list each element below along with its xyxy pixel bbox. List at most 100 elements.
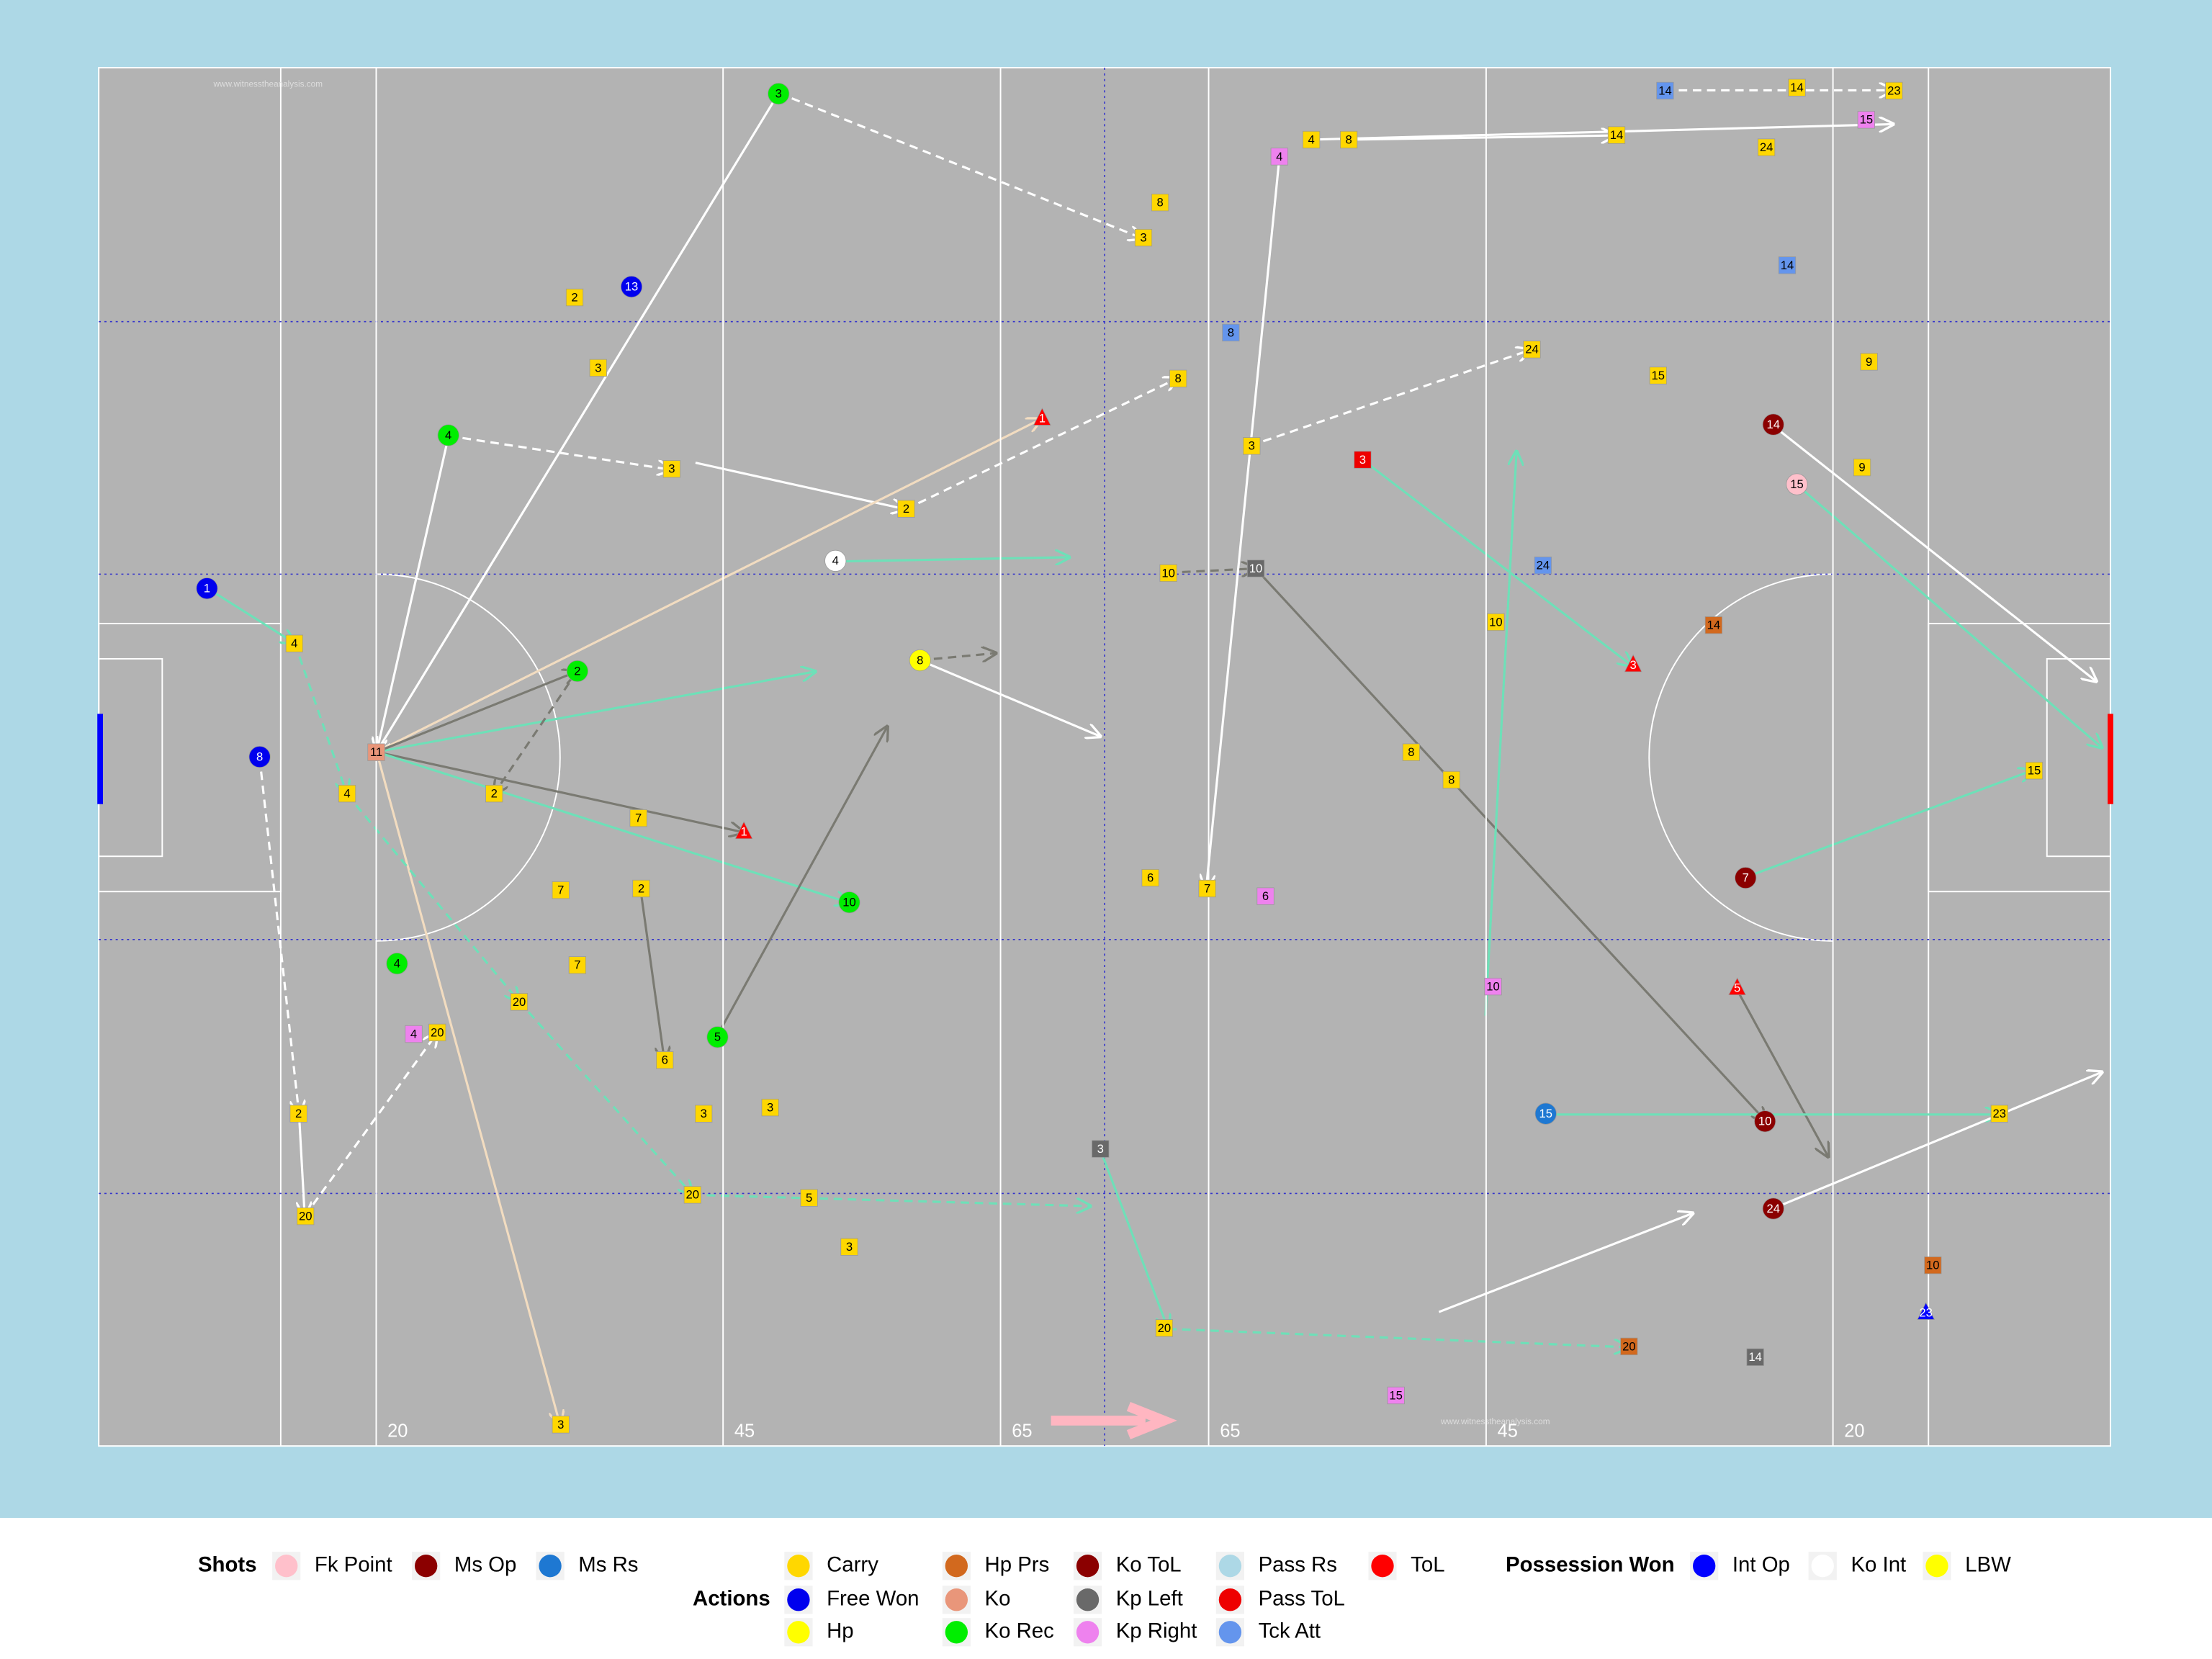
event-label: 4 <box>394 957 400 971</box>
event-label: 8 <box>1346 132 1352 146</box>
event-label: 24 <box>1537 559 1550 572</box>
x-tick-label: 20 <box>1844 1421 1864 1441</box>
event-marker <box>1778 256 1797 274</box>
pass-arrow <box>518 1000 693 1195</box>
event-marker <box>485 784 503 803</box>
event-label: 10 <box>1249 562 1263 575</box>
event-label: 9 <box>1866 355 1872 369</box>
pass-arrow <box>1206 156 1281 889</box>
event-label: 3 <box>668 462 675 476</box>
event-marker <box>1762 413 1784 436</box>
x-tick-label: 20 <box>387 1421 408 1441</box>
goal <box>2108 714 2113 804</box>
event-marker <box>838 891 860 914</box>
event-marker <box>1624 654 1642 673</box>
event-marker <box>1402 743 1421 761</box>
pass-arrow <box>692 1193 1090 1206</box>
pass-arrow <box>1099 1149 1168 1329</box>
event-label: 3 <box>1630 658 1637 672</box>
event-marker <box>1754 1110 1776 1133</box>
event-label: 14 <box>1790 81 1804 94</box>
event-marker <box>683 1186 701 1204</box>
event-label: 3 <box>767 1101 773 1115</box>
event-label: 23 <box>1993 1107 2007 1120</box>
event-marker <box>695 1105 713 1123</box>
event-label: 7 <box>574 958 580 972</box>
pass-arrow <box>376 750 849 903</box>
pass-arrow <box>1249 350 1531 447</box>
legend-swatch <box>1218 1555 1242 1578</box>
event-label: 8 <box>256 750 263 763</box>
legend-background <box>0 1518 2212 1659</box>
event-marker <box>1728 977 1747 996</box>
event-marker <box>1649 367 1667 385</box>
legend-swatch <box>945 1555 968 1578</box>
legend-label: Hp <box>827 1619 854 1643</box>
event-label: 7 <box>635 811 642 825</box>
pass-arrow <box>1795 482 2102 747</box>
event-marker <box>1387 1386 1405 1405</box>
legend-label: Kp Right <box>1116 1619 1197 1643</box>
pass-arrow <box>1168 569 1255 573</box>
pass-arrow <box>920 653 996 660</box>
event-label: 20 <box>431 1025 444 1039</box>
legend-label: Int Op <box>1732 1552 1790 1576</box>
event-marker <box>1917 1302 1936 1320</box>
event-marker <box>1924 1256 1942 1274</box>
event-marker <box>2025 762 2044 780</box>
pass-arrow <box>1484 451 1516 1016</box>
event-label: 6 <box>1147 871 1154 884</box>
pass-arrow <box>207 587 295 643</box>
event-label: 23 <box>1919 1306 1933 1320</box>
legend-label: Ko Int <box>1851 1552 1906 1576</box>
legend-swatch <box>1218 1621 1242 1644</box>
event-marker <box>552 881 570 899</box>
event-marker <box>840 1238 858 1256</box>
pass-arrow <box>1362 459 1632 666</box>
arrows <box>207 90 2102 1424</box>
event-label: 13 <box>625 280 639 294</box>
event-label: 10 <box>842 896 856 909</box>
event-marker <box>1990 1105 2008 1123</box>
pass-arrow <box>299 1114 305 1216</box>
pass-arrow <box>376 672 815 753</box>
event-label: 23 <box>1887 84 1901 97</box>
event-label: 10 <box>1486 979 1500 993</box>
event-marker <box>761 1098 779 1117</box>
event-marker <box>1222 323 1240 342</box>
pass-arrow <box>293 642 346 794</box>
event-label: 8 <box>1408 745 1414 759</box>
event-label: 20 <box>1622 1339 1636 1353</box>
event-label: 24 <box>1760 140 1773 154</box>
event-marker <box>1198 879 1216 898</box>
event-marker <box>632 879 650 898</box>
event-label: 7 <box>1204 881 1210 895</box>
zone-lines <box>99 68 2110 1447</box>
pass-arrow <box>1771 1072 2102 1210</box>
event-label: 8 <box>1448 773 1455 786</box>
goal <box>97 714 104 804</box>
event-label: 2 <box>295 1107 302 1120</box>
pass-arrow <box>1735 988 1828 1156</box>
event-marker <box>338 784 356 803</box>
event-label: 5 <box>1734 981 1740 995</box>
event-marker <box>405 1025 423 1043</box>
event-label: 3 <box>1097 1142 1104 1156</box>
event-label: 10 <box>1489 615 1503 629</box>
event-marker <box>386 953 408 975</box>
legend-label: Ko Rec <box>985 1619 1054 1643</box>
legend-label: Kp Left <box>1116 1586 1183 1610</box>
legend-title: Shots <box>198 1552 257 1576</box>
event-marker <box>897 500 915 518</box>
event-marker <box>1169 369 1187 387</box>
event-label: 5 <box>806 1191 812 1205</box>
event-marker <box>1033 408 1051 426</box>
legend-swatch <box>945 1621 968 1644</box>
legend-swatch <box>787 1588 810 1611</box>
x-tick-label: 65 <box>1012 1421 1032 1441</box>
event-label: 8 <box>1156 196 1163 210</box>
pass-arrow <box>835 557 1069 562</box>
event-label: 2 <box>491 787 498 801</box>
event-label: 2 <box>638 881 644 895</box>
event-label: 4 <box>1308 132 1314 146</box>
